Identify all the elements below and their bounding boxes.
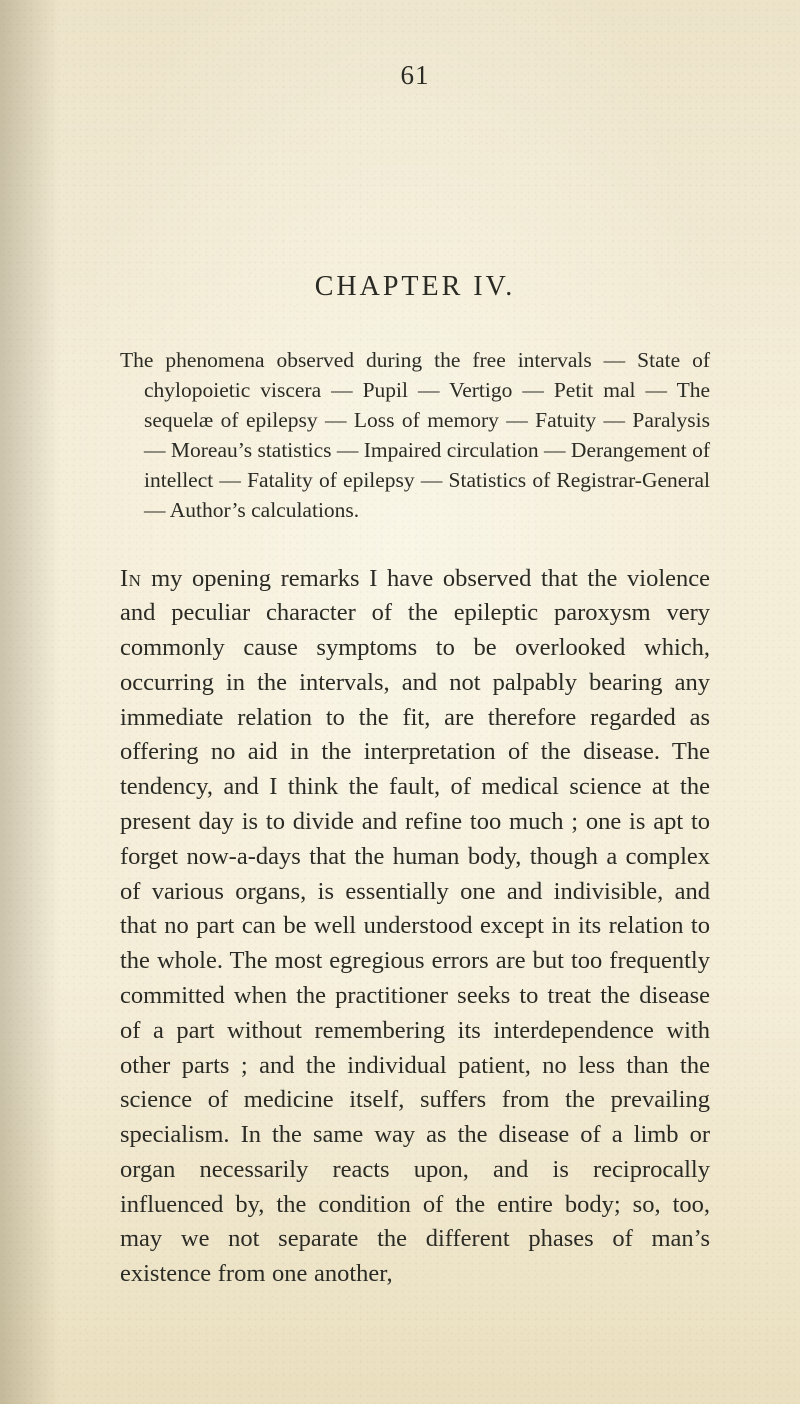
paragraph-body-text: my opening remarks I have observed that … [120,565,710,1288]
scanned-page: 61 CHAPTER IV. The phenomena observed du… [0,0,800,1404]
chapter-synopsis: The phenomena observed during the free i… [120,345,710,526]
page-number: 61 [120,60,710,91]
paragraph-lead-smallcaps: In [120,565,141,592]
body-paragraph: In my opening remarks I have observed th… [120,562,710,1292]
binding-shadow [0,0,60,1404]
chapter-title: CHAPTER IV. [120,271,710,303]
